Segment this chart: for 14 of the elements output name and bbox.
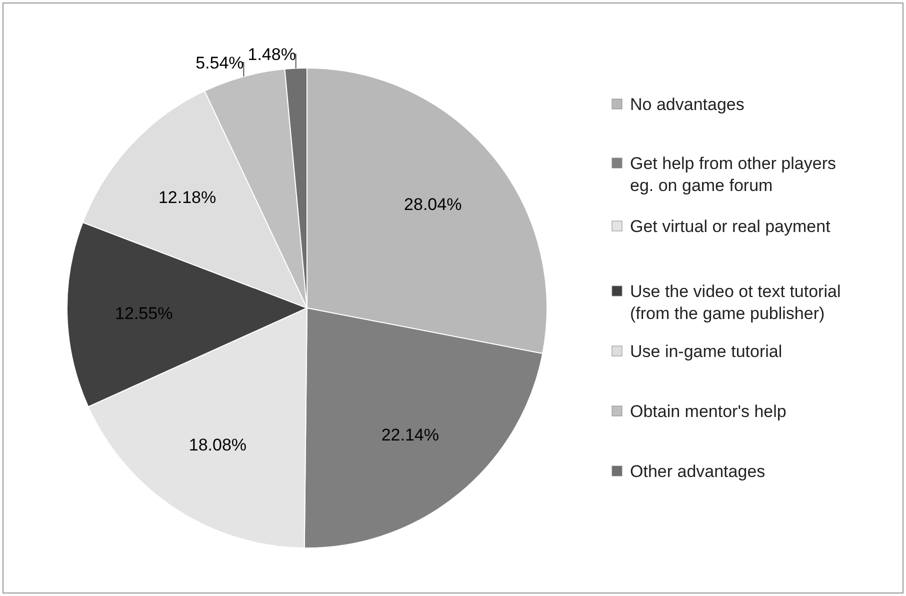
data-label: 12.55% [115,304,173,323]
data-label: 5.54% [196,53,244,72]
data-label: 12.18% [158,188,216,208]
legend-label: Obtain mentor's help [630,402,786,421]
legend-label: Use in-game tutorial [630,342,782,361]
legend-label: Get help from other players eg. on game forum [630,154,836,196]
legend-label: Other advantages [630,462,766,481]
legend-label: Get virtual or real payment [630,216,831,236]
data-label: 28.04% [404,195,462,214]
data-label: 18.08% [188,436,247,455]
data-label: 22.14% [381,425,440,444]
data-label: 1.48% [248,45,296,64]
legend-label: No advantages [630,94,744,114]
legend-label: Use the video ot text tutorial (from the game publisher) [630,282,841,324]
